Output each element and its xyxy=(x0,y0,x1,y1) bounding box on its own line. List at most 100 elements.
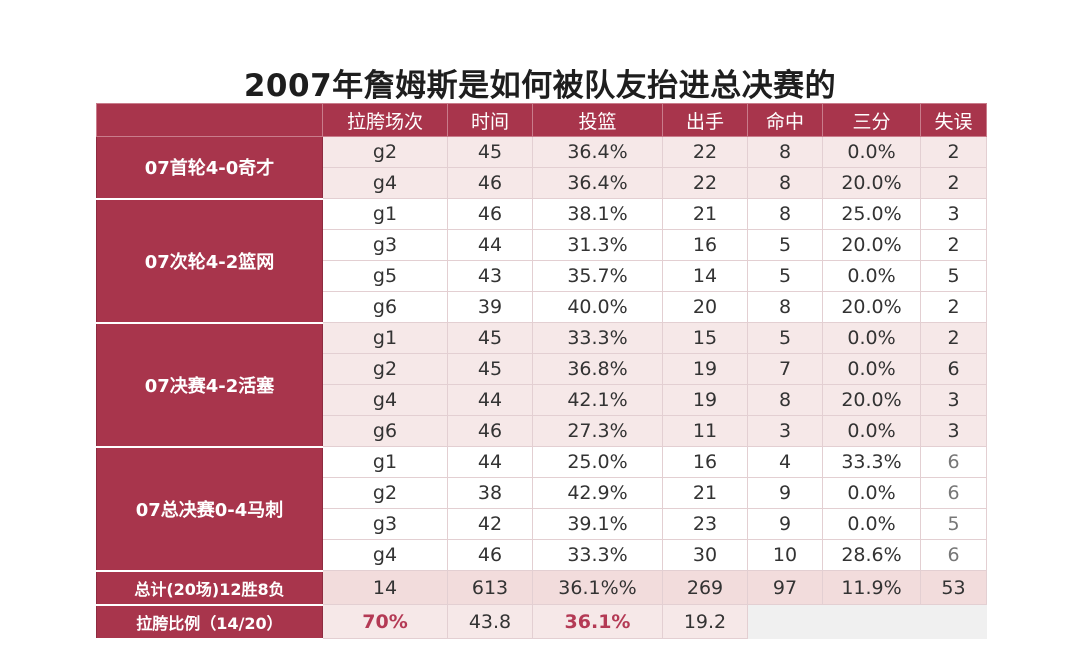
table-cell: g2 xyxy=(322,353,448,385)
table-cell: 70% xyxy=(322,604,448,639)
table-cell: g6 xyxy=(322,291,448,323)
header-cell: 命中 xyxy=(747,103,823,137)
table-cell: 42.9% xyxy=(532,477,663,509)
table-cell: 5 xyxy=(920,508,987,540)
table-cell: 20.0% xyxy=(822,384,921,416)
table-cell: 8 xyxy=(747,291,823,323)
table-cell: g4 xyxy=(322,539,448,571)
table-cell: 36.1%% xyxy=(532,570,663,605)
table-cell: 30 xyxy=(662,539,748,571)
table-row: g2 45 36.8% 19 7 0.0% 6 xyxy=(97,353,987,385)
table-cell: 39.1% xyxy=(532,508,663,540)
table-cell: 20 xyxy=(662,291,748,323)
table-cell: 0.0% xyxy=(822,136,921,168)
table-cell: 39 xyxy=(447,291,533,323)
series-label: 07次轮4-2篮网 xyxy=(96,198,323,324)
table-cell: 11 xyxy=(662,415,748,447)
ratio-label: 拉胯比例（14/20） xyxy=(96,604,323,640)
table-cell: 23 xyxy=(662,508,748,540)
table-cell: 2 xyxy=(920,136,987,168)
header-cell: 时间 xyxy=(447,103,533,137)
table-cell xyxy=(747,604,823,639)
table-cell: 15 xyxy=(662,322,748,354)
table-cell: 0.0% xyxy=(822,477,921,509)
table-cell: 6 xyxy=(920,353,987,385)
table-cell: 5 xyxy=(747,260,823,292)
table-cell: 0.0% xyxy=(822,322,921,354)
table-cell: 45 xyxy=(447,136,533,168)
table-cell: 28.6% xyxy=(822,539,921,571)
table-cell: 21 xyxy=(662,477,748,509)
table-cell: 38 xyxy=(447,477,533,509)
table-cell: 6 xyxy=(920,477,987,509)
table-cell: 3 xyxy=(920,384,987,416)
table-row: 07首轮4-0奇才 g2 45 36.4% 22 8 0.0% 2 xyxy=(96,136,987,200)
table-cell: 45 xyxy=(447,353,533,385)
header-cell: 失误 xyxy=(920,103,987,137)
table-cell: 36.8% xyxy=(532,353,663,385)
table-cell xyxy=(920,604,987,639)
table-cell: 2 xyxy=(920,167,987,199)
table-cell: 7 xyxy=(747,353,823,385)
table-cell: 46 xyxy=(447,198,533,230)
table-cell: 3 xyxy=(747,415,823,447)
table-row: g5 43 35.7% 14 5 0.0% 5 xyxy=(97,260,987,292)
table-cell: g2 xyxy=(322,477,448,509)
series-label: 07总决赛0-4马刺 xyxy=(96,446,323,572)
table-cell: 0.0% xyxy=(822,508,921,540)
table-cell: 27.3% xyxy=(532,415,663,447)
table-cell: 36.1% xyxy=(532,604,663,639)
table-cell: 22 xyxy=(662,136,748,168)
page-title: 2007年詹姆斯是如何被队友抬进总决赛的 xyxy=(243,68,837,104)
header-cell: 三分 xyxy=(822,103,921,137)
table-cell: 0.0% xyxy=(822,353,921,385)
table-row: 07总决赛0-4马刺 g1 44 25.0% 16 4 33.3% 6 xyxy=(96,446,987,572)
header-cell: 拉胯场次 xyxy=(322,103,448,137)
table-cell: 8 xyxy=(747,384,823,416)
table-cell: g4 xyxy=(322,167,448,199)
table-cell: g2 xyxy=(322,136,448,168)
table-cell: 19 xyxy=(662,384,748,416)
table-cell: 35.7% xyxy=(532,260,663,292)
table-row: g4 46 33.3% 30 10 28.6% 6 xyxy=(97,539,987,571)
table-row: 07次轮4-2篮网 g1 46 38.1% 21 8 25.0% 3 xyxy=(96,198,987,324)
series-label: 07首轮4-0奇才 xyxy=(96,136,323,200)
table-cell: 11.9% xyxy=(822,570,921,605)
table-cell: 0.0% xyxy=(822,260,921,292)
table-cell: 33.3% xyxy=(822,446,921,478)
table-cell: 53 xyxy=(920,570,987,605)
table-cell: 613 xyxy=(447,570,533,605)
table-row: g2 38 42.9% 21 9 0.0% 6 xyxy=(97,477,987,509)
table-cell: 16 xyxy=(662,446,748,478)
table-cell: 44 xyxy=(447,229,533,261)
table-cell: 25.0% xyxy=(822,198,921,230)
table-cell: 14 xyxy=(322,570,448,605)
table-cell: 5 xyxy=(747,229,823,261)
table-cell: 9 xyxy=(747,508,823,540)
total-label: 总计(20场)12胜8负 xyxy=(96,570,323,606)
table-cell: 4 xyxy=(747,446,823,478)
table-cell: 20.0% xyxy=(822,167,921,199)
table-cell: 44 xyxy=(447,446,533,478)
table-cell: 36.4% xyxy=(532,167,663,199)
table-cell: g1 xyxy=(322,198,448,230)
table-cell: g5 xyxy=(322,260,448,292)
table-row: g3 42 39.1% 23 9 0.0% 5 xyxy=(97,508,987,540)
series-label: 07决赛4-2活塞 xyxy=(96,322,323,448)
table-row: 07决赛4-2活塞 g1 45 33.3% 15 5 0.0% 2 xyxy=(96,322,987,448)
table-cell: 22 xyxy=(662,167,748,199)
table-cell: 269 xyxy=(662,570,748,605)
table-cell: 46 xyxy=(447,167,533,199)
table-cell: 19 xyxy=(662,353,748,385)
table-cell: 8 xyxy=(747,136,823,168)
header-cell: 投篮 xyxy=(532,103,663,137)
table-cell: 2 xyxy=(920,229,987,261)
table-cell: 33.3% xyxy=(532,539,663,571)
table-cell: 97 xyxy=(747,570,823,605)
table-cell: 0.0% xyxy=(822,415,921,447)
table-cell: 33.3% xyxy=(532,322,663,354)
table-cell: 21 xyxy=(662,198,748,230)
table-cell: 36.4% xyxy=(532,136,663,168)
table-cell: 42 xyxy=(447,508,533,540)
table-cell: 8 xyxy=(747,198,823,230)
